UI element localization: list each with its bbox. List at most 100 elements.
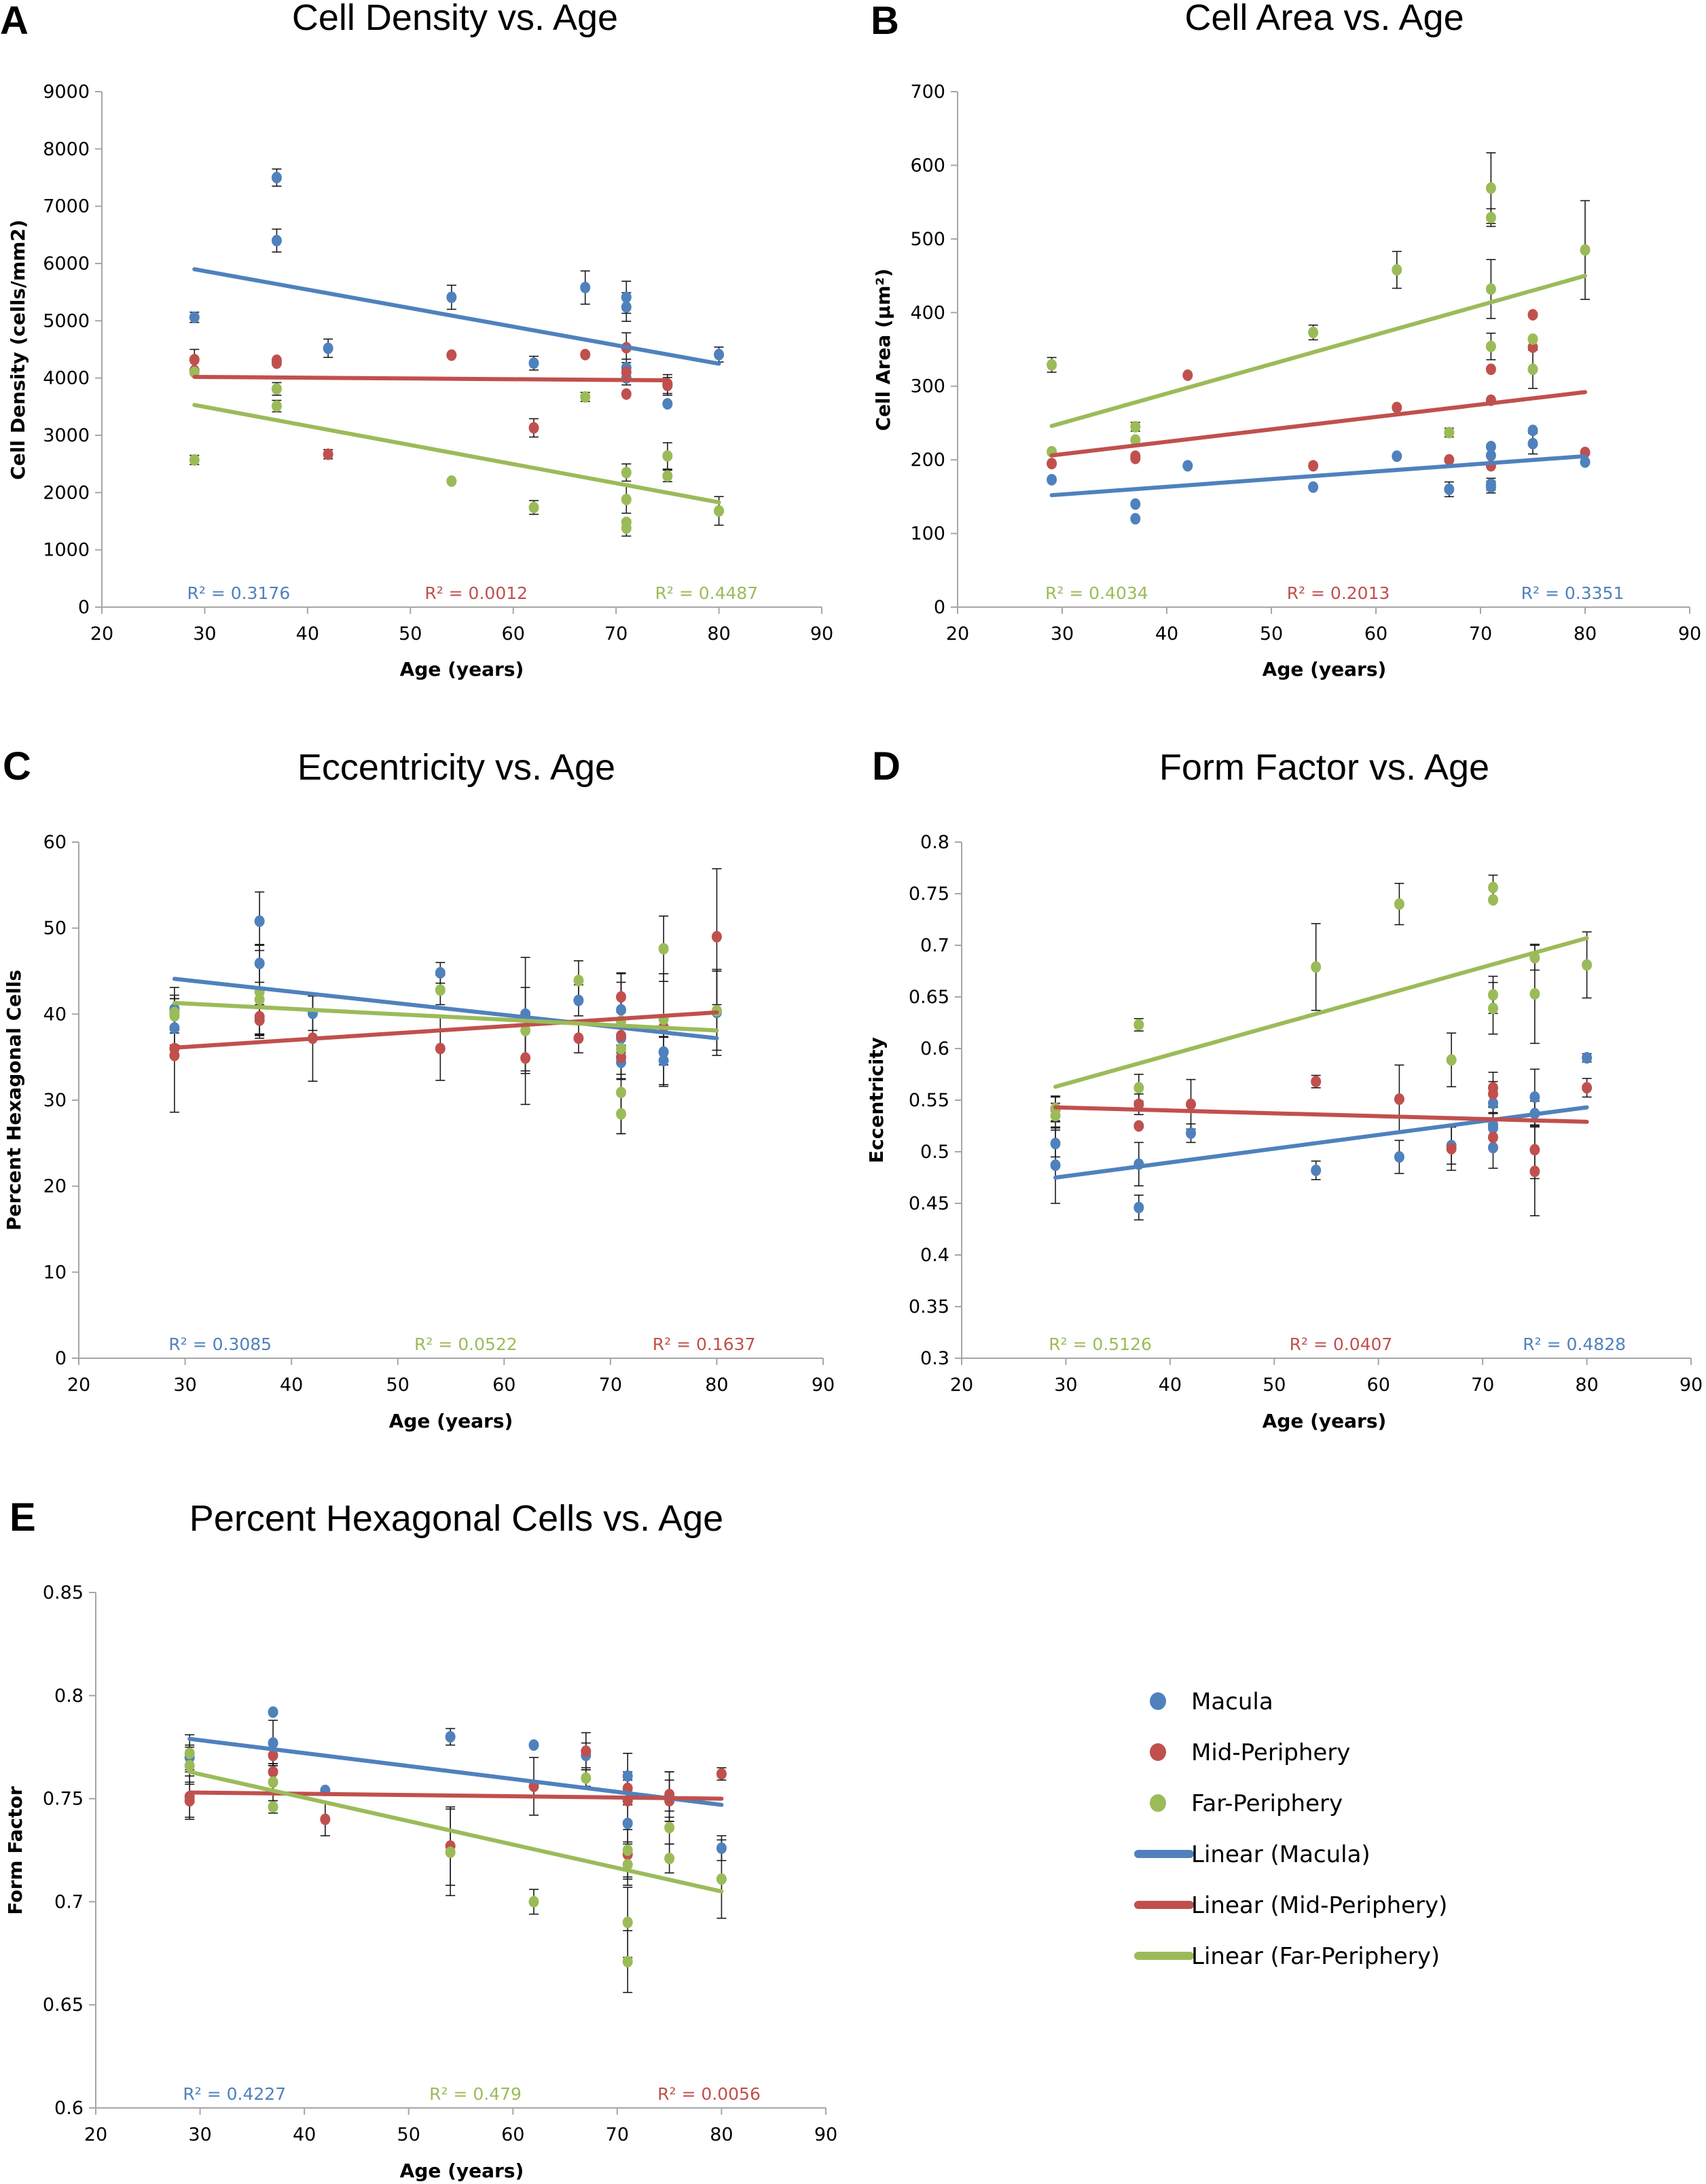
data-point-mid_periphery [1308, 460, 1319, 472]
y-axis-title-e: Form Factor [4, 1786, 26, 1915]
legend-label: Macula [1191, 1688, 1273, 1715]
data-point-far_periphery [445, 1846, 456, 1859]
data-point-macula [169, 1022, 180, 1034]
x-tick-label: 60 [492, 1375, 515, 1396]
data-point-macula [1529, 1091, 1540, 1103]
x-axis-title-b: Age (years) [1263, 658, 1387, 680]
data-point-macula [1394, 1151, 1404, 1163]
r-squared-label-macula: R² = 0.4227 [183, 2084, 286, 2104]
data-point-macula [446, 291, 457, 304]
data-point-far_periphery [446, 475, 457, 487]
trendline-far_periphery [172, 1000, 719, 1033]
trendline-far_periphery [192, 403, 721, 505]
data-point-far_periphery [254, 994, 265, 1006]
y-tick-label: 0.75 [909, 884, 949, 905]
data-point-macula [622, 1770, 633, 1782]
trendline-macula [172, 977, 719, 1040]
panel-letter-d: D [872, 744, 901, 788]
data-point-mid_periphery [323, 448, 333, 460]
legend-item-mid_periphery-line: Linear (Mid-Periphery) [1134, 1892, 1447, 1919]
data-point-macula [268, 1706, 278, 1718]
y-tick-label: 0.8 [920, 832, 949, 853]
data-point-mid_periphery [271, 357, 282, 369]
trendline-macula [187, 1736, 724, 1807]
legend-marker-icon [1150, 1692, 1166, 1710]
data-point-far_periphery [268, 1776, 278, 1788]
y-tick-label: 200 [910, 450, 945, 471]
x-tick-label: 40 [280, 1375, 303, 1396]
data-point-mid_periphery [616, 1030, 627, 1042]
data-point-mid_periphery [573, 1032, 584, 1044]
data-point-mid_periphery [1487, 1088, 1498, 1100]
data-point-far_periphery [1529, 987, 1540, 1000]
r-squared-label-far_periphery: R² = 0.0522 [414, 1334, 518, 1354]
data-point-macula [271, 172, 282, 183]
data-point-mid_periphery [1529, 1144, 1540, 1156]
data-point-far_periphery [1311, 961, 1322, 973]
y-tick-label: 0.65 [43, 1995, 84, 2016]
x-tick-label: 80 [707, 623, 730, 644]
y-tick-label: 0.3 [920, 1348, 949, 1369]
x-tick-label: 90 [814, 2124, 837, 2145]
data-point-far_periphery [621, 522, 632, 534]
y-tick-label: 6000 [43, 253, 90, 274]
x-tick-label: 80 [710, 2124, 733, 2145]
y-tick-label: 4000 [43, 368, 90, 389]
legend-label: Linear (Macula) [1191, 1841, 1371, 1868]
data-point-macula [189, 311, 200, 323]
data-point-far_periphery [622, 1859, 633, 1871]
x-tick-label: 30 [1051, 623, 1074, 644]
trendline-far_periphery [187, 1770, 724, 1894]
trendline-far_periphery [1053, 936, 1589, 1089]
data-point-far_periphery [664, 1853, 675, 1865]
chart-title-d: Form Factor vs. Age [1159, 747, 1489, 788]
y-tick-label: 0.4 [920, 1245, 949, 1266]
data-point-far_periphery [580, 390, 591, 403]
data-point-mid_periphery [1186, 1098, 1197, 1110]
x-tick-label: 50 [1263, 1375, 1286, 1396]
data-point-far_periphery [1394, 898, 1404, 910]
data-point-macula [622, 1817, 633, 1830]
legend-item-macula-line: Linear (Macula) [1134, 1841, 1371, 1868]
y-tick-label: 5000 [43, 310, 90, 331]
y-tick-label: 0.6 [54, 2098, 84, 2119]
data-point-mid_periphery [435, 1042, 446, 1055]
chart-title-b: Cell Area vs. Age [1184, 0, 1464, 38]
x-axis-title-c: Age (years) [389, 1410, 513, 1432]
data-point-macula [662, 398, 673, 410]
data-point-far_periphery [581, 1772, 592, 1784]
x-tick-label: 70 [599, 1375, 622, 1396]
data-point-macula [1182, 460, 1193, 472]
y-axis-title-c: Percent Hexagonal Cells [3, 970, 25, 1231]
data-point-macula [1311, 1164, 1322, 1176]
data-point-far_periphery [714, 505, 725, 517]
data-point-far_periphery [1392, 263, 1402, 276]
x-tick-label: 40 [293, 2124, 316, 2145]
trendline-mid_periphery [192, 374, 670, 383]
data-point-far_periphery [435, 984, 446, 996]
y-tick-label: 7000 [43, 196, 90, 217]
x-tick-label: 60 [1364, 623, 1387, 644]
data-point-mid_periphery [268, 1749, 278, 1762]
data-point-mid_periphery [520, 1052, 531, 1064]
data-point-macula [528, 1739, 539, 1751]
data-point-macula [616, 1004, 627, 1016]
data-point-far_periphery [1485, 211, 1496, 223]
data-point-far_periphery [184, 1747, 195, 1760]
r-squared-label-mid_periphery: R² = 0.0012 [424, 583, 528, 603]
chart-title-c: Eccentricity vs. Age [297, 747, 615, 788]
x-tick-label: 60 [1367, 1375, 1390, 1396]
legend: Macula Mid-Periphery Far-Periphery Linear (… [1134, 1688, 1447, 1970]
data-point-macula [271, 234, 282, 247]
data-point-macula [1130, 513, 1141, 525]
y-tick-label: 0.7 [54, 1891, 84, 1912]
data-point-macula [1308, 481, 1319, 493]
data-point-far_periphery [1130, 434, 1141, 446]
y-tick-label: 0 [934, 597, 945, 618]
x-tick-label: 40 [1155, 623, 1178, 644]
data-point-mid_periphery [1130, 452, 1141, 465]
r-squared-label-mid_periphery: R² = 0.2013 [1287, 583, 1390, 603]
data-point-mid_periphery [1444, 454, 1455, 466]
x-tick-label: 80 [705, 1375, 728, 1396]
r-squared-label-far_periphery: R² = 0.4487 [655, 583, 759, 603]
